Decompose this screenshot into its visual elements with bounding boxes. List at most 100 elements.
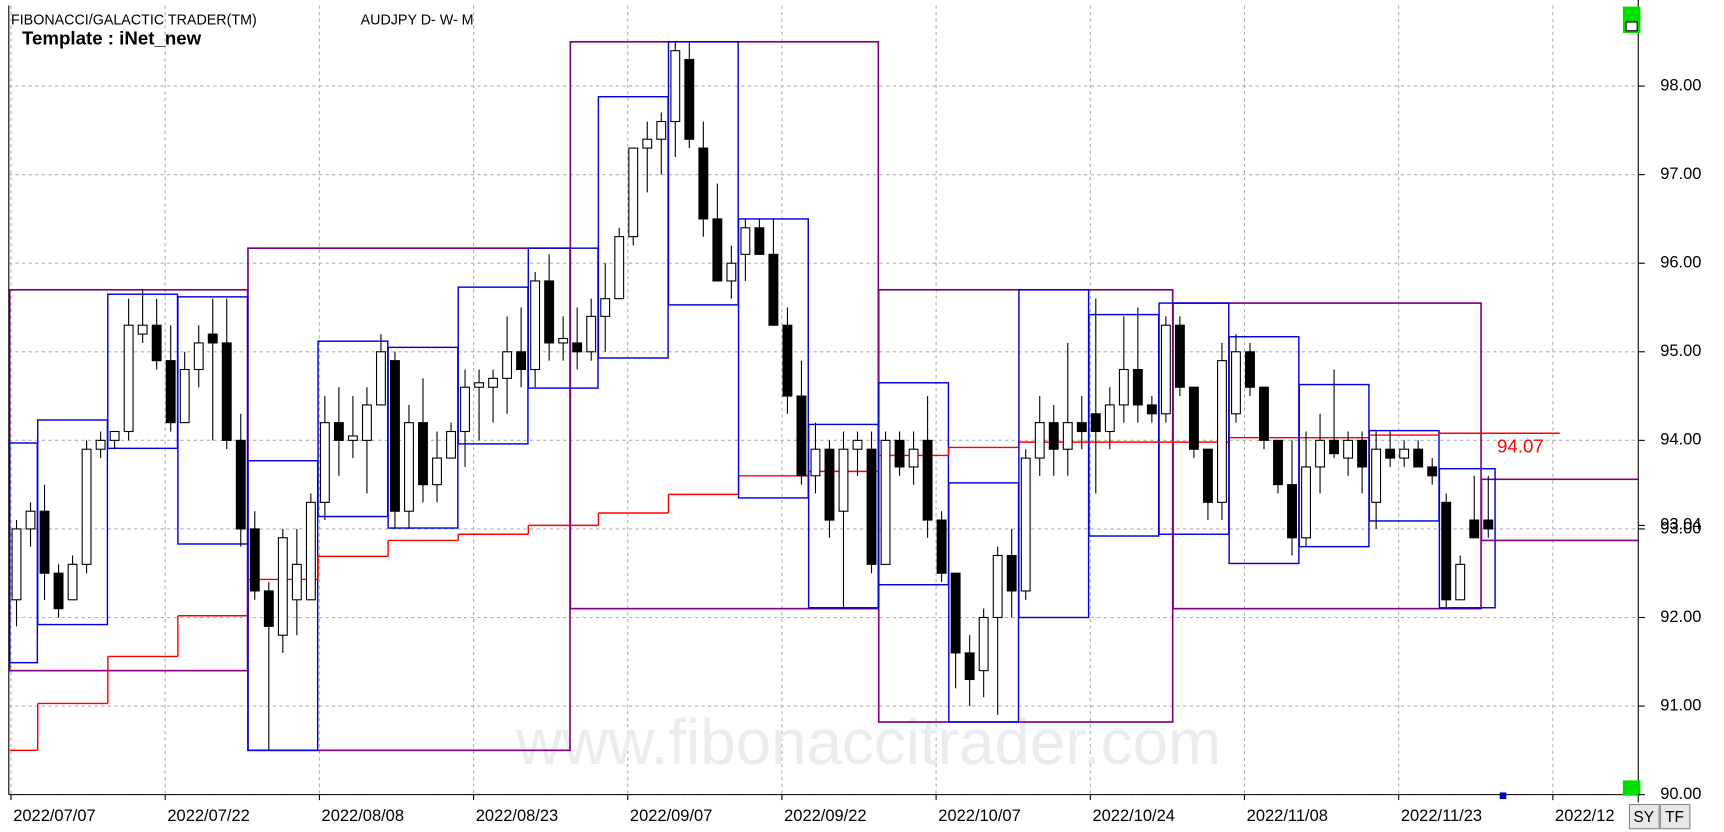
candle-body: [628, 147, 639, 238]
candle-body: [375, 351, 386, 406]
candle-body: [432, 457, 442, 486]
candle-body: [390, 360, 400, 512]
last-price-label: 93.04: [1660, 516, 1701, 534]
ma-label: 94.07: [1497, 435, 1544, 456]
candle-body: [782, 324, 793, 397]
candle-body: [1315, 439, 1326, 468]
y-tick-label: 91.00: [1660, 696, 1701, 714]
candle-body: [1413, 448, 1424, 468]
template-label: Template : iNet_new: [22, 28, 202, 49]
candle-body: [460, 386, 470, 433]
candle-body: [698, 147, 709, 220]
x-tick-label: 2022/08/23: [476, 807, 558, 825]
candle-body: [347, 435, 358, 441]
candle-body: [1231, 351, 1241, 415]
candle-body: [1048, 422, 1059, 450]
candle-body: [1301, 466, 1311, 539]
candle-body: [824, 448, 835, 521]
candle-body: [852, 439, 863, 450]
candle-body: [516, 351, 527, 371]
candle-body: [992, 554, 1003, 619]
candle-body: [1357, 439, 1368, 468]
x-tick-label: 2022/07/07: [13, 807, 95, 825]
candle-body: [263, 590, 274, 627]
sy-button[interactable]: [1628, 803, 1660, 830]
y-tick-label: 90.00: [1660, 785, 1701, 803]
candle-body: [754, 227, 765, 255]
candle-body: [39, 510, 50, 574]
candle-body: [1273, 439, 1283, 486]
candle-body: [726, 262, 737, 282]
candle-body: [333, 422, 344, 441]
candle-body: [1259, 386, 1269, 441]
weekly-box: [177, 296, 249, 545]
weekly-box: [37, 419, 109, 626]
candle-body: [1343, 439, 1354, 459]
x-tick-label: 2022/08/08: [322, 807, 404, 825]
plot: 94.07: [8, 40, 1639, 752]
candle-body: [656, 120, 667, 140]
candle-body: [123, 324, 134, 433]
candle-body: [600, 298, 611, 317]
candle-body: [642, 138, 653, 149]
candle-body: [418, 422, 428, 486]
candle-body: [1076, 422, 1087, 433]
candle-body: [796, 395, 807, 477]
weekly-box: [667, 41, 739, 306]
candle-body: [1132, 368, 1143, 406]
candle-body: [908, 448, 919, 468]
candle-body: [305, 501, 316, 601]
candle-body: [1090, 413, 1101, 433]
x-tick-label: 2022/10/24: [1092, 807, 1174, 825]
x-tick-label: 2022/12: [1555, 807, 1615, 825]
candle-body: [1483, 519, 1494, 530]
candle-body: [1455, 563, 1466, 601]
candle-body: [880, 439, 891, 565]
candle-body: [1146, 404, 1157, 415]
candle-body: [1287, 484, 1297, 539]
candle-body: [922, 439, 933, 521]
candle-body: [67, 563, 78, 601]
candle-body: [1245, 351, 1255, 388]
tf-button-label[interactable]: TF: [1665, 809, 1684, 826]
candle-body: [151, 324, 162, 362]
watermark: www.fibonaccitrader.com: [515, 706, 1221, 778]
y-tick-label: 96.00: [1660, 254, 1701, 272]
x-tick-label: 2022/09/07: [630, 807, 712, 825]
current-bar-marker: [1499, 792, 1507, 800]
weekly-box: [1438, 467, 1496, 609]
candle-body: [95, 439, 106, 450]
candle-body: [558, 337, 569, 344]
corner-marker: [1622, 780, 1641, 796]
candle-body: [712, 218, 723, 282]
candle-body: [838, 448, 849, 512]
candle-body: [768, 253, 779, 326]
candle-body: [964, 652, 975, 681]
candle-body: [1399, 448, 1410, 459]
y-tick-label: 98.00: [1660, 76, 1701, 94]
candle-body: [740, 227, 751, 255]
x-tick-label: 2022/10/07: [938, 807, 1020, 825]
candle-body: [1104, 404, 1115, 433]
candle-body: [530, 280, 541, 371]
candle-body: [544, 280, 555, 344]
symbol-label: AUDJPY D- W- M: [361, 13, 474, 29]
candle-body: [11, 528, 22, 601]
candle-body: [1006, 554, 1017, 592]
y-tick-label: 97.00: [1660, 165, 1701, 183]
sy-button-label[interactable]: SY: [1633, 809, 1654, 826]
candle-body: [361, 404, 372, 441]
x-tick-label: 2022/11/23: [1401, 807, 1482, 825]
candle-body: [137, 324, 148, 335]
candle-body: [249, 528, 260, 592]
candle-body: [1427, 466, 1438, 477]
tf-button[interactable]: [1659, 803, 1691, 830]
candle-body: [1020, 457, 1031, 592]
y-tick-label: 92.00: [1660, 608, 1701, 626]
candle-body: [586, 315, 597, 353]
candle-body: [894, 439, 905, 468]
candle-body: [1371, 448, 1382, 503]
candle-body: [193, 342, 204, 371]
candle-body: [1118, 368, 1129, 406]
